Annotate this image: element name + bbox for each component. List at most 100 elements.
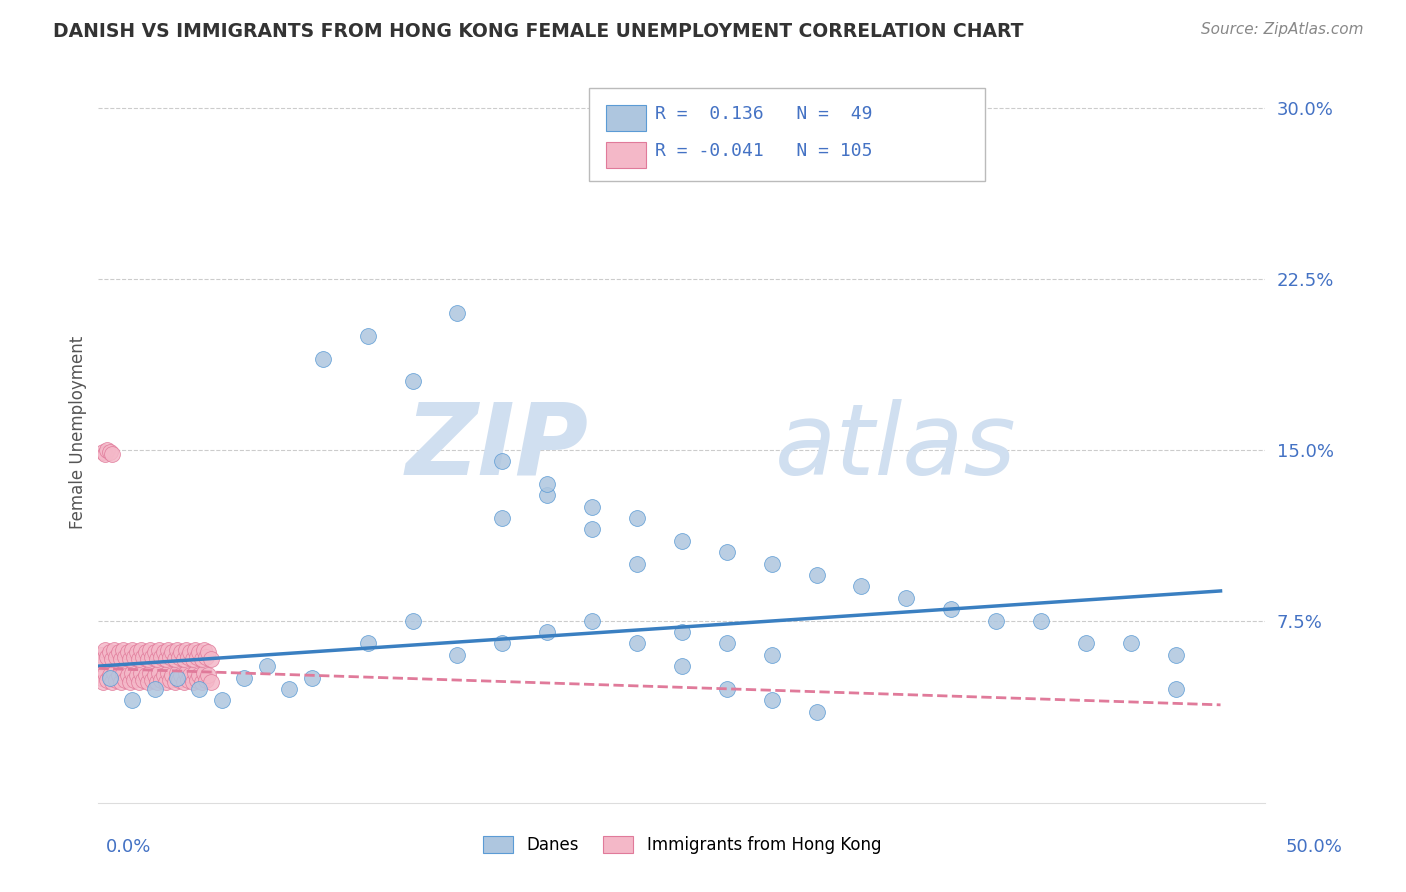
Point	[101, 447, 124, 461]
Point	[446, 648, 468, 662]
Point	[107, 668, 129, 682]
Point	[179, 668, 201, 682]
Point	[195, 650, 218, 665]
Point	[177, 650, 200, 665]
Point	[143, 668, 166, 682]
Point	[401, 614, 423, 628]
Text: ZIP: ZIP	[405, 399, 589, 496]
Point	[626, 557, 648, 571]
Point	[96, 650, 118, 665]
Point	[124, 650, 146, 665]
Point	[357, 328, 380, 343]
Point	[105, 673, 128, 687]
Point	[112, 665, 135, 680]
Point	[135, 645, 157, 659]
Point	[167, 650, 190, 665]
Point	[1074, 636, 1097, 650]
Point	[166, 643, 188, 657]
Point	[163, 652, 186, 666]
Point	[98, 645, 121, 659]
Point	[94, 447, 117, 461]
Point	[491, 454, 513, 468]
Point	[124, 673, 146, 687]
Point	[581, 614, 603, 628]
Point	[1164, 681, 1187, 696]
Point	[179, 645, 201, 659]
Point	[148, 643, 170, 657]
Point	[91, 445, 114, 459]
Point	[186, 650, 208, 665]
Point	[197, 668, 219, 682]
Point	[117, 668, 139, 682]
Point	[193, 665, 215, 680]
Point	[301, 671, 323, 685]
Point	[177, 673, 200, 687]
Point	[105, 650, 128, 665]
Y-axis label: Female Unemployment: Female Unemployment	[69, 336, 87, 529]
Point	[141, 650, 163, 665]
Point	[101, 675, 124, 690]
Point	[135, 668, 157, 682]
Point	[98, 445, 121, 459]
Text: DANISH VS IMMIGRANTS FROM HONG KONG FEMALE UNEMPLOYMENT CORRELATION CHART: DANISH VS IMMIGRANTS FROM HONG KONG FEMA…	[53, 22, 1024, 41]
Point	[984, 614, 1007, 628]
Point	[98, 671, 121, 685]
Point	[90, 671, 112, 685]
Point	[193, 643, 215, 657]
Text: R =  0.136   N =  49: R = 0.136 N = 49	[655, 105, 873, 123]
Text: Source: ZipAtlas.com: Source: ZipAtlas.com	[1201, 22, 1364, 37]
Point	[146, 675, 169, 690]
Point	[170, 668, 193, 682]
Point	[129, 665, 152, 680]
Legend: Danes, Immigrants from Hong Kong: Danes, Immigrants from Hong Kong	[475, 830, 889, 861]
Point	[181, 652, 204, 666]
Point	[96, 442, 118, 457]
Point	[152, 668, 174, 682]
Point	[671, 659, 693, 673]
Point	[851, 579, 873, 593]
Point	[163, 675, 186, 690]
Point	[150, 650, 173, 665]
Point	[581, 500, 603, 514]
Point	[125, 645, 148, 659]
Point	[121, 665, 143, 680]
Point	[148, 665, 170, 680]
Point	[162, 668, 184, 682]
Point	[491, 511, 513, 525]
Point	[146, 652, 169, 666]
Point	[174, 643, 197, 657]
Point	[941, 602, 963, 616]
Point	[107, 645, 129, 659]
Point	[117, 645, 139, 659]
Point	[401, 375, 423, 389]
Point	[132, 650, 155, 665]
Point	[155, 675, 177, 690]
Point	[626, 511, 648, 525]
Point	[536, 624, 558, 639]
Point	[1164, 648, 1187, 662]
Point	[190, 675, 212, 690]
Point	[121, 643, 143, 657]
FancyBboxPatch shape	[589, 88, 986, 181]
Point	[94, 665, 117, 680]
Point	[188, 645, 211, 659]
Point	[103, 665, 125, 680]
Point	[188, 681, 211, 696]
Point	[110, 652, 132, 666]
Point	[671, 624, 693, 639]
Point	[125, 668, 148, 682]
Point	[166, 671, 188, 685]
Point	[806, 705, 828, 719]
Text: 0.0%: 0.0%	[105, 838, 150, 855]
Point	[233, 671, 256, 685]
Point	[671, 533, 693, 548]
Point	[761, 693, 783, 707]
Point	[491, 636, 513, 650]
Point	[761, 557, 783, 571]
Point	[114, 673, 136, 687]
Point	[128, 652, 150, 666]
Point	[716, 545, 738, 559]
Text: atlas: atlas	[775, 399, 1017, 496]
Point	[184, 643, 207, 657]
Point	[156, 665, 179, 680]
